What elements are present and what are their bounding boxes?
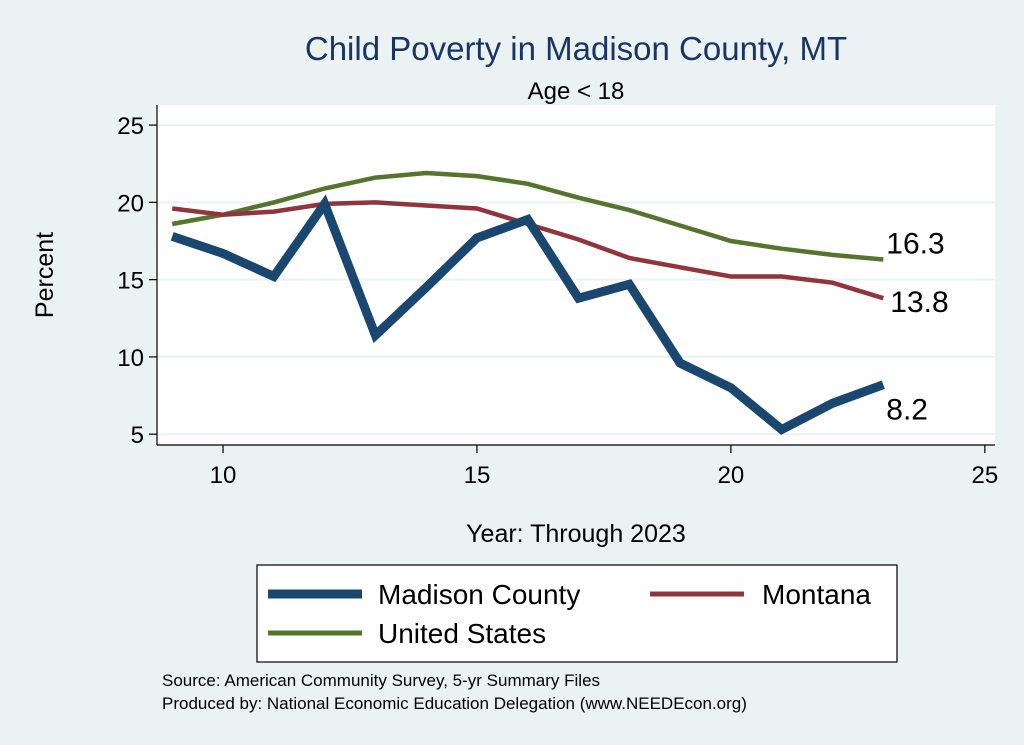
producer-line: Produced by: National Economic Education… — [162, 694, 747, 713]
plot-area — [157, 105, 995, 445]
series-line-united-states — [171, 170, 884, 262]
y-axis-label: Percent — [31, 232, 59, 318]
end-labels: 8.2 13.8 16.3 — [886, 228, 948, 427]
y-tick-label-25: 25 — [117, 113, 144, 140]
x-axis-label: Year: Through 2023 — [466, 520, 686, 548]
legend-label-montana: Montana — [762, 579, 871, 610]
legend-label-united-states: United States — [378, 618, 546, 649]
y-tick-label-15: 15 — [117, 268, 144, 295]
x-tick-label-10: 10 — [210, 462, 237, 489]
series-lines — [170, 170, 885, 435]
y-tick-label-10: 10 — [117, 345, 144, 372]
legend-label-madison-county: Madison County — [378, 579, 580, 610]
gridlines — [157, 124, 995, 436]
y-tick-label-20: 20 — [117, 190, 144, 217]
x-tick-label-15: 15 — [464, 462, 491, 489]
source-line: Source: American Community Survey, 5-yr … — [162, 671, 600, 690]
y-tick-label-5: 5 — [131, 422, 144, 449]
legend-box — [256, 564, 898, 663]
end-label-united-states: 16.3 — [886, 228, 944, 261]
end-label-madison-county: 8.2 — [886, 394, 928, 427]
axes: 5 10 15 20 25 10 15 20 25 — [117, 105, 998, 489]
legend: Madison County Montana United States — [256, 564, 898, 663]
end-label-montana: 13.8 — [890, 286, 948, 319]
x-tick-label-20: 20 — [718, 462, 745, 489]
chart-subtitle: Age < 18 — [528, 78, 625, 105]
series-line-madison-county — [170, 194, 885, 435]
x-tick-label-25: 25 — [971, 462, 998, 489]
chart-title: Child Poverty in Madison County, MT — [305, 30, 847, 67]
